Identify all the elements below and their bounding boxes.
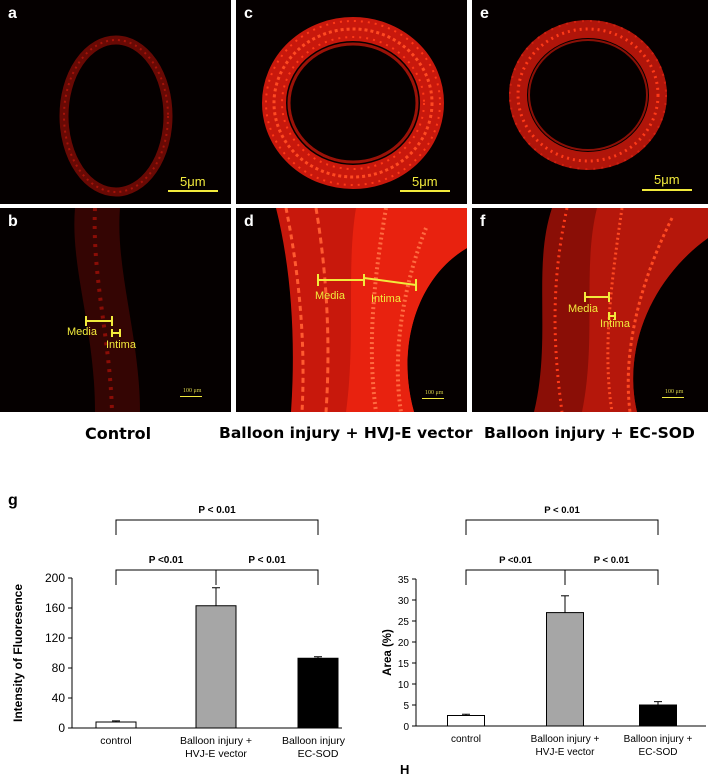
significance-bracket-0 bbox=[465, 569, 566, 585]
vessel-wall-image bbox=[74, 208, 140, 412]
y-tick-label: 10 bbox=[398, 680, 410, 691]
significance-bracket-1 bbox=[215, 569, 319, 585]
scale-label: 5μm bbox=[654, 172, 680, 187]
scale-bar bbox=[662, 397, 684, 398]
significance-bracket-2 bbox=[115, 519, 319, 535]
bar-2 bbox=[297, 657, 339, 729]
category-label-0: control bbox=[100, 735, 132, 747]
media-intima-brackets bbox=[317, 274, 417, 291]
scale-label: 100 μm bbox=[183, 388, 202, 394]
y-tick-label: 30 bbox=[398, 596, 410, 607]
category-label-2: Balloon injury + bbox=[624, 734, 693, 745]
bar-2 bbox=[639, 704, 677, 727]
y-axis-label: Area (%) bbox=[382, 629, 394, 676]
bar-0 bbox=[447, 715, 485, 727]
caption-control: Control bbox=[85, 424, 152, 443]
significance-label-0: P <0.01 bbox=[149, 555, 184, 566]
category-label-0: control bbox=[451, 734, 481, 745]
scale-label: 100 μm bbox=[425, 390, 444, 396]
media-label: Media bbox=[315, 290, 345, 302]
y-tick-label: 0 bbox=[58, 721, 65, 735]
category-label-1: HVJ-E vector bbox=[185, 748, 247, 760]
caption-ec-sod: Balloon injury + EC-SOD bbox=[484, 424, 695, 442]
y-tick-label: 15 bbox=[398, 659, 410, 670]
area-percent-chart: 0 5 10 15 20 25 30 35 Area (%) control Balloon inj… bbox=[382, 505, 706, 758]
panel-label: a bbox=[8, 5, 17, 22]
bar-0 bbox=[95, 721, 137, 729]
y-axis-label: Intensity of Fluoresence bbox=[11, 584, 25, 722]
media-label: Media bbox=[568, 303, 598, 315]
significance-bracket-2 bbox=[465, 519, 659, 535]
bar-1 bbox=[195, 605, 237, 729]
panel-f-ecsod-wall: f Media Intima 100 μm bbox=[472, 208, 708, 412]
panel-c-vector-artery: c 5μm bbox=[236, 0, 467, 204]
panel-e-ecsod-artery: e 5μm bbox=[472, 0, 708, 204]
vessel-wall-image bbox=[276, 208, 467, 412]
significance-label-0: P <0.01 bbox=[499, 555, 533, 566]
panel-label: e bbox=[480, 5, 489, 22]
significance-bracket-1 bbox=[564, 569, 659, 585]
significance-label-2: P < 0.01 bbox=[544, 505, 580, 516]
artery-ring-image bbox=[59, 35, 173, 197]
y-tick-label: 0 bbox=[403, 722, 409, 733]
scale-bar bbox=[422, 398, 444, 399]
y-tick-label: 40 bbox=[52, 691, 66, 705]
category-label-1: Balloon injury + bbox=[531, 734, 600, 745]
fluorescence-intensity-chart: 0 40 80 120 160 200 Intensity of Fluoresence co… bbox=[11, 505, 345, 760]
y-tick-label: 80 bbox=[52, 661, 66, 675]
y-tick-label: 160 bbox=[45, 601, 65, 615]
scale-bar bbox=[168, 190, 218, 192]
scale-bar bbox=[642, 189, 692, 191]
intima-label: Intima bbox=[106, 339, 136, 351]
scale-label: 100 μm bbox=[665, 389, 684, 395]
panel-b-control-wall: b Media Intima 100 μm bbox=[0, 208, 231, 412]
artery-ring-image bbox=[262, 17, 444, 189]
significance-label-2: P < 0.01 bbox=[198, 505, 236, 516]
category-label-2: Balloon injury + bbox=[282, 735, 345, 747]
scale-bar bbox=[400, 190, 450, 192]
category-label-1: Balloon injury + bbox=[180, 735, 252, 747]
scale-label: 5μm bbox=[412, 174, 438, 189]
category-label-1: HVJ-E vector bbox=[536, 747, 596, 758]
intima-label: Intima bbox=[371, 293, 401, 305]
panel-label: c bbox=[244, 5, 253, 22]
panel-a-control-artery: a 5μm bbox=[0, 0, 231, 204]
significance-label-1: P < 0.01 bbox=[248, 555, 286, 566]
panel-label: d bbox=[244, 213, 254, 230]
significance-label-1: P < 0.01 bbox=[594, 555, 630, 566]
bar-1 bbox=[546, 612, 584, 727]
caption-hvje-vector: Balloon injury + HVJ-E vector bbox=[219, 424, 473, 442]
vessel-wall-image bbox=[534, 208, 708, 412]
category-label-2: EC-SOD bbox=[639, 747, 678, 758]
significance-bracket-0 bbox=[115, 569, 217, 585]
y-tick-label: 35 bbox=[398, 575, 410, 586]
y-tick-label: 25 bbox=[398, 617, 410, 628]
y-tick-label: 5 bbox=[403, 701, 409, 712]
panel-d-vector-wall: d Media Intima 100 μm bbox=[236, 208, 467, 412]
y-tick-label: 20 bbox=[398, 638, 410, 649]
media-intima-brackets bbox=[584, 292, 616, 320]
scale-bar bbox=[180, 396, 202, 397]
figure-label-g: g bbox=[8, 492, 18, 509]
artery-ring-image bbox=[509, 20, 667, 170]
y-tick-label: 200 bbox=[45, 571, 65, 585]
y-tick-label: 120 bbox=[45, 631, 65, 645]
category-label-2: EC-SOD bbox=[298, 748, 339, 760]
figure-label-h: H bbox=[400, 762, 410, 777]
panel-label: f bbox=[480, 213, 486, 230]
media-intima-brackets bbox=[85, 316, 121, 337]
scale-label: 5μm bbox=[180, 174, 206, 189]
media-label: Media bbox=[67, 326, 97, 338]
panel-label: b bbox=[8, 213, 18, 230]
intima-label: Intima bbox=[600, 318, 630, 330]
